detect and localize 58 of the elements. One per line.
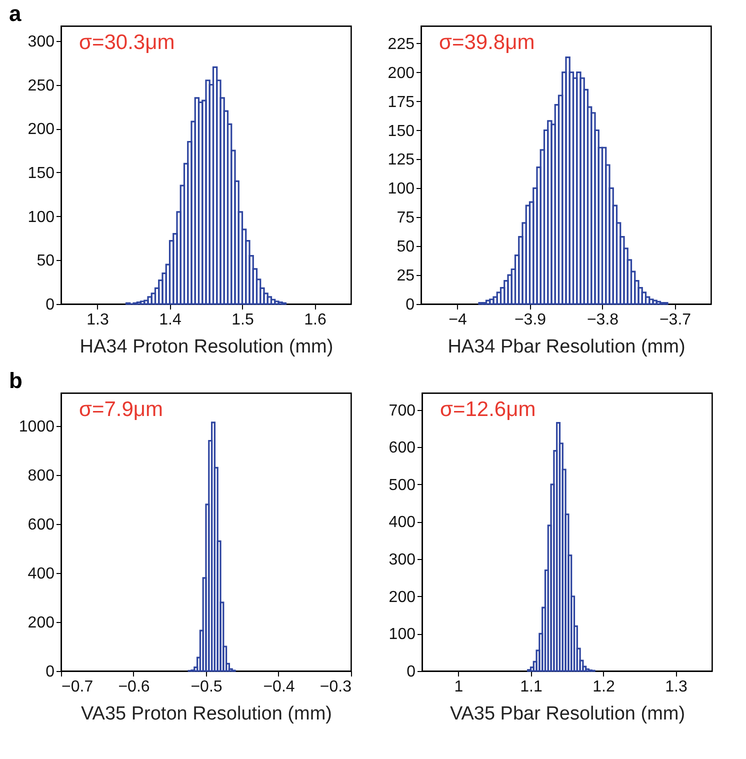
x-tick-label: −0.5 xyxy=(190,678,222,696)
y-tick-label: 75 xyxy=(396,210,415,227)
y-tick-label: 250 xyxy=(28,77,55,94)
x-tick-label: 1.2 xyxy=(592,678,615,696)
y-tick-label: 50 xyxy=(36,252,55,270)
annotation: σ=30.3μm xyxy=(79,31,175,54)
x-tick-label: −4 xyxy=(448,312,467,328)
y-tick-label: 0 xyxy=(406,296,415,314)
y-tick-label: 200 xyxy=(388,588,416,606)
y-tick-label: 25 xyxy=(396,268,415,285)
y-tick-label: 200 xyxy=(28,121,55,138)
x-axis-title: VA35 Proton Resolution (mm) xyxy=(81,704,332,724)
annotation: σ=39.8μm xyxy=(439,31,535,54)
y-tick-label: 400 xyxy=(388,514,416,532)
y-tick-label: 150 xyxy=(388,122,415,140)
y-tick-label: 200 xyxy=(28,614,55,632)
y-tick-label: 1000 xyxy=(18,418,55,436)
x-tick-label: 1.3 xyxy=(86,312,109,328)
y-tick-label: 300 xyxy=(28,33,55,50)
y-tick-label: 0 xyxy=(46,296,55,314)
x-axis-title: HA34 Pbar Resolution (mm) xyxy=(448,336,686,358)
x-tick-label: 1.5 xyxy=(232,312,254,328)
y-tick-label: 200 xyxy=(388,64,415,82)
y-tick-label: 100 xyxy=(28,208,55,226)
x-tick-label: −0.6 xyxy=(118,678,150,696)
y-tick-label: 125 xyxy=(388,152,415,169)
y-tick-label: 400 xyxy=(28,566,55,583)
x-tick-label: 1.1 xyxy=(520,678,542,696)
x-tick-label: −0.7 xyxy=(62,678,94,696)
x-tick-label: 1 xyxy=(454,678,464,696)
y-tick-label: 150 xyxy=(28,164,55,182)
y-tick-label: 600 xyxy=(28,516,55,534)
text: b xyxy=(9,368,22,393)
annotation: σ=7.9μm xyxy=(79,398,164,421)
y-tick-label: 100 xyxy=(388,626,416,644)
y-tick-label: 800 xyxy=(28,468,55,485)
text: a xyxy=(9,1,22,26)
x-tick-label: −3.7 xyxy=(659,312,692,328)
y-tick-label: 100 xyxy=(388,180,415,198)
y-tick-label: 175 xyxy=(388,94,415,111)
y-tick-label: 50 xyxy=(396,238,415,256)
x-tick-label: −3.9 xyxy=(514,312,546,328)
annotation: σ=12.6μm xyxy=(440,398,536,421)
x-tick-label: −3.8 xyxy=(586,312,619,328)
y-tick-label: 0 xyxy=(406,664,416,680)
x-tick-label: 1.6 xyxy=(304,312,326,328)
x-axis-title: HA34 Proton Resolution (mm) xyxy=(80,336,334,358)
x-tick-label: −0.4 xyxy=(263,678,295,696)
x-axis-title: VA35 Pbar Resolution (mm) xyxy=(450,704,686,724)
x-tick-label: −0.3 xyxy=(320,678,352,696)
y-tick-label: 300 xyxy=(388,552,416,569)
x-tick-label: 1.3 xyxy=(665,678,688,696)
y-tick-label: 0 xyxy=(46,664,55,680)
y-tick-label: 700 xyxy=(388,402,416,420)
y-tick-label: 225 xyxy=(388,36,415,53)
y-tick-label: 600 xyxy=(388,440,416,457)
y-tick-label: 500 xyxy=(388,476,416,494)
x-tick-label: 1.4 xyxy=(159,312,182,328)
